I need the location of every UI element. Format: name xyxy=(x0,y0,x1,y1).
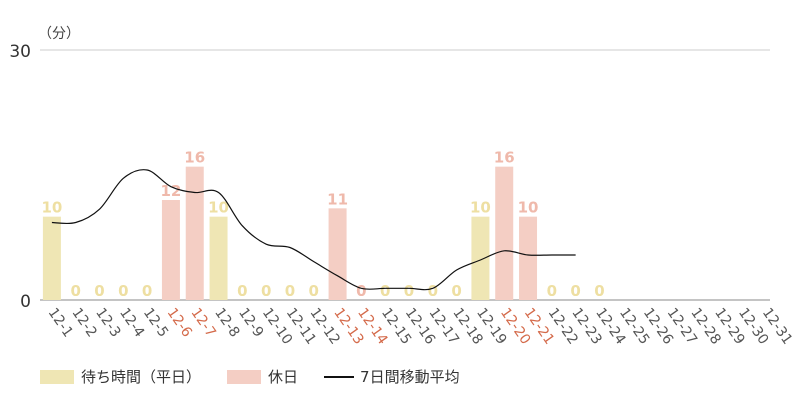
bar xyxy=(209,216,228,300)
data-label: 0 xyxy=(261,282,271,300)
bars-layer xyxy=(42,166,538,300)
data-label: 0 xyxy=(237,282,247,300)
moving-average-line xyxy=(51,169,576,291)
data-label: 0 xyxy=(451,282,461,300)
data-label: 0 xyxy=(118,282,128,300)
x-tick-label: 12-6 xyxy=(164,305,195,340)
bar xyxy=(42,216,61,300)
data-label: 0 xyxy=(594,282,604,300)
legend-weekday-swatch xyxy=(40,369,74,384)
bar xyxy=(519,216,538,300)
x-tick-label: 12-2 xyxy=(68,305,99,340)
bar xyxy=(161,200,180,300)
data-label: 11 xyxy=(327,190,348,208)
data-label: 0 xyxy=(70,282,80,300)
data-label: 0 xyxy=(142,282,152,300)
x-tick-label: 12-5 xyxy=(140,305,171,340)
data-label: 0 xyxy=(547,282,557,300)
bar xyxy=(495,166,514,300)
data-label: 0 xyxy=(404,282,414,300)
x-tick-label: 12-7 xyxy=(187,305,218,340)
data-label: 0 xyxy=(570,282,580,300)
y-tick-label: 30 xyxy=(9,42,31,62)
data-label: 0 xyxy=(428,282,438,300)
data-label: 10 xyxy=(41,199,62,217)
legend-weekday-label: 待ち時間（平日） xyxy=(81,368,202,386)
data-label: 0 xyxy=(94,282,104,300)
data-label: 16 xyxy=(494,149,515,167)
data-label: 16 xyxy=(184,149,205,167)
data-label: 10 xyxy=(470,199,491,217)
legend-moving-avg-label: 7日間移動平均 xyxy=(360,368,460,386)
bar xyxy=(185,166,204,300)
bar xyxy=(328,208,347,300)
legend-moving-avg: 7日間移動平均 xyxy=(324,366,460,387)
data-label: 12 xyxy=(160,182,181,200)
y-tick-label: 0 xyxy=(20,292,31,312)
x-tick-labels-layer: 12-112-212-312-412-512-612-712-812-912-1… xyxy=(45,305,796,348)
data-label: 0 xyxy=(380,282,390,300)
legend-moving-avg-line xyxy=(324,375,355,378)
x-tick-label: 12-3 xyxy=(92,305,123,340)
legend-weekday: 待ち時間（平日） xyxy=(40,366,201,387)
data-label: 0 xyxy=(356,282,366,300)
data-label: 10 xyxy=(208,199,229,217)
bar xyxy=(471,216,490,300)
x-tick-label: 12-1 xyxy=(45,305,76,340)
x-tick-label: 12-9 xyxy=(235,305,266,340)
data-label: 0 xyxy=(285,282,295,300)
legend: 待ち時間（平日） 休日 7日間移動平均 xyxy=(40,366,486,387)
legend-holiday-swatch xyxy=(227,369,262,384)
legend-holiday: 休日 xyxy=(227,366,298,387)
y-unit-label: （分） xyxy=(38,26,80,42)
x-tick-label: 12-8 xyxy=(211,305,242,340)
legend-holiday-label: 休日 xyxy=(268,368,299,386)
data-label: 10 xyxy=(518,199,539,217)
data-label: 0 xyxy=(309,282,319,300)
x-tick-label: 12-4 xyxy=(116,305,147,340)
